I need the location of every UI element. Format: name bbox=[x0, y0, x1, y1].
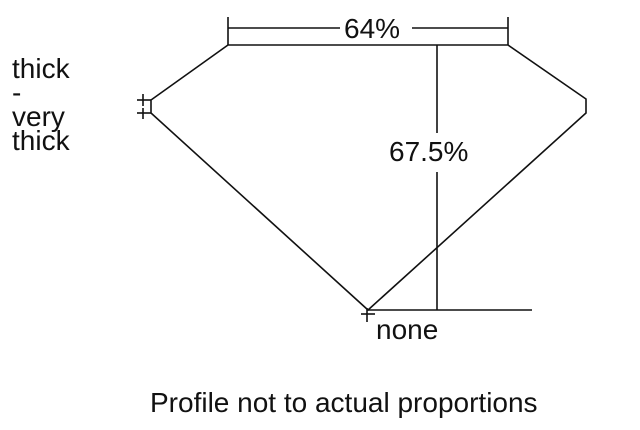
depth-percentage-label: 67.5% bbox=[389, 136, 469, 167]
girdle-label-line: - bbox=[12, 77, 22, 108]
girdle-label-line: thick bbox=[12, 125, 70, 156]
girdle-label-line: very bbox=[12, 101, 65, 132]
culet-label: none bbox=[376, 314, 439, 345]
footer-note: Profile not to actual proportions bbox=[150, 387, 538, 418]
girdle-label-line: thick bbox=[12, 53, 70, 84]
gem-outline bbox=[150, 44, 587, 312]
table-percentage-label: 64% bbox=[344, 13, 401, 44]
girdle-thickness-label: thick - very thick bbox=[12, 53, 70, 156]
